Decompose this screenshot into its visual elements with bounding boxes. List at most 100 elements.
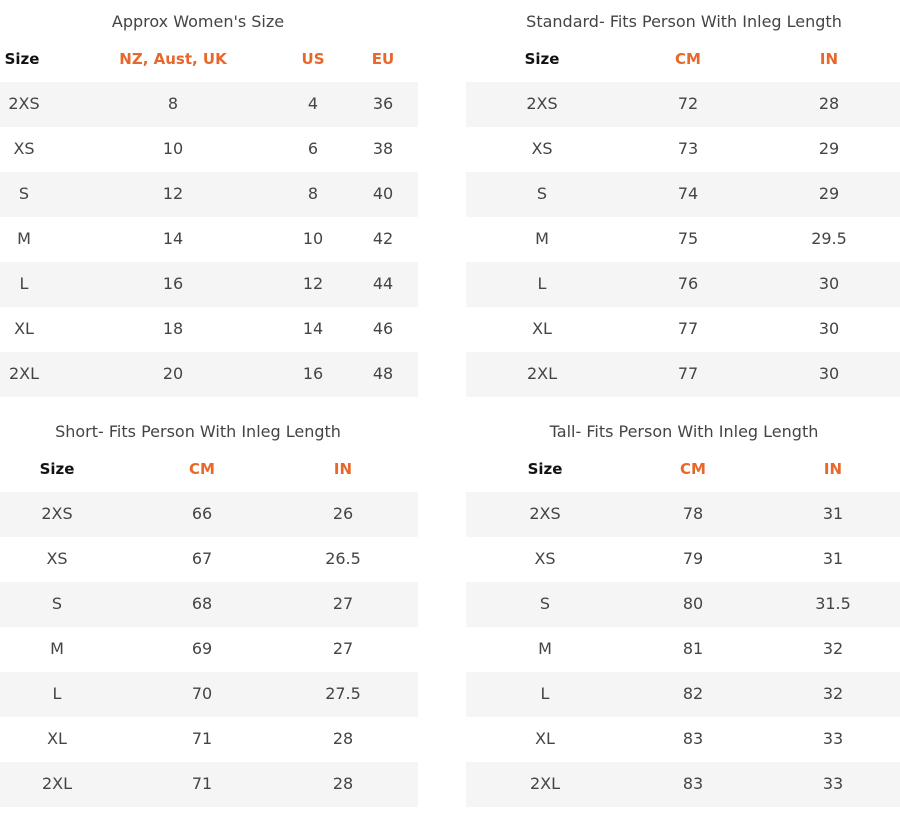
table-row: L 70 27.5 — [0, 672, 418, 717]
table-cell: 80 — [682, 594, 704, 613]
column-header: Size — [527, 460, 563, 478]
table-row: XS 79 31 — [466, 537, 900, 582]
table-row: L 16 12 44 — [0, 262, 418, 307]
table-cell: 67 — [191, 549, 213, 568]
table-cell: XL — [14, 319, 34, 338]
table-cell: 26 — [332, 504, 354, 523]
table-row: 2XS 72 28 — [466, 82, 900, 127]
table-cell: 69 — [191, 639, 213, 658]
table-cell: 2XS — [8, 94, 40, 113]
table-cell: S — [51, 594, 63, 613]
table-cell: 14 — [162, 229, 184, 248]
table-cell: 6 — [307, 139, 319, 158]
table-cell: 4 — [307, 94, 319, 113]
table-row: L 76 30 — [466, 262, 900, 307]
table-cell: 71 — [191, 729, 213, 748]
table-cell: 33 — [822, 774, 844, 793]
column-header: US — [301, 50, 325, 68]
column-header: CM — [675, 50, 701, 68]
table-cell: 44 — [372, 274, 394, 293]
table-row: M 81 32 — [466, 627, 900, 672]
table-cell: 83 — [682, 774, 704, 793]
table-cell: 82 — [682, 684, 704, 703]
table-cell: M — [538, 639, 552, 658]
table-cell: 46 — [372, 319, 394, 338]
table-cell: 10 — [162, 139, 184, 158]
table-row: XS 67 26.5 — [0, 537, 418, 582]
table-cell: 14 — [302, 319, 324, 338]
table-cell: 30 — [818, 319, 840, 338]
table-cell: 83 — [682, 729, 704, 748]
column-header: Size — [524, 50, 560, 68]
table-cell: 2XS — [41, 504, 73, 523]
table-cell: 70 — [191, 684, 213, 703]
table-row: L 82 32 — [466, 672, 900, 717]
table-cell: 31.5 — [815, 594, 851, 613]
table-cell: 76 — [677, 274, 699, 293]
table-cell: 27.5 — [325, 684, 361, 703]
table-cell: L — [537, 274, 547, 293]
table-cell: 42 — [372, 229, 394, 248]
table-cell: 2XS — [526, 94, 558, 113]
table-row: XS 73 29 — [466, 127, 900, 172]
table-title: Approx Women's Size — [111, 12, 285, 31]
table-cell: 71 — [191, 774, 213, 793]
table-cell: 12 — [302, 274, 324, 293]
table-cell: XS — [13, 139, 35, 158]
table-cell: 66 — [191, 504, 213, 523]
column-header: Size — [4, 50, 40, 68]
table-cell: XS — [531, 139, 553, 158]
table-cell: 29.5 — [811, 229, 847, 248]
column-header: CM — [680, 460, 706, 478]
table-cell: M — [50, 639, 64, 658]
table-cell: 28 — [818, 94, 840, 113]
column-header: NZ, Aust, UK — [119, 50, 227, 68]
table-cell: 8 — [167, 94, 179, 113]
table-cell: 30 — [818, 274, 840, 293]
table-title: Standard- Fits Person With Inleg Length — [526, 12, 842, 31]
table-row: 2XL 20 16 48 — [0, 352, 418, 397]
table-row: 2XL 71 28 — [0, 762, 418, 807]
table-cell: XL — [47, 729, 67, 748]
table-cell: 77 — [677, 319, 699, 338]
table-cell: 16 — [302, 364, 324, 383]
table-row: 2XL 83 33 — [466, 762, 900, 807]
table-row: 2XL 77 30 — [466, 352, 900, 397]
table-cell: 74 — [677, 184, 699, 203]
table-cell: 2XS — [529, 504, 561, 523]
table-cell: XS — [46, 549, 68, 568]
table-cell: 28 — [332, 729, 354, 748]
table-cell: 10 — [302, 229, 324, 248]
table-cell: 79 — [682, 549, 704, 568]
table-row: 2XS 66 26 — [0, 492, 418, 537]
table-cell: L — [540, 684, 550, 703]
table-cell: 8 — [307, 184, 319, 203]
table-cell: S — [539, 594, 551, 613]
table-cell: 26.5 — [325, 549, 361, 568]
table-cell: 18 — [162, 319, 184, 338]
table-row: M 14 10 42 — [0, 217, 418, 262]
table-cell: 78 — [682, 504, 704, 523]
table-row: 2XS 8 4 36 — [0, 82, 418, 127]
table-cell: 72 — [677, 94, 699, 113]
table-row: M 75 29.5 — [466, 217, 900, 262]
short-inleg-table: Short- Fits Person With Inleg Length Size… — [0, 410, 418, 810]
table-cell: 40 — [372, 184, 394, 203]
table-row: S 68 27 — [0, 582, 418, 627]
table-cell: 75 — [677, 229, 699, 248]
table-cell: 29 — [818, 184, 840, 203]
table-row: XL 18 14 46 — [0, 307, 418, 352]
table-cell: 77 — [677, 364, 699, 383]
table-cell: M — [535, 229, 549, 248]
table-cell: 81 — [682, 639, 704, 658]
table-cell: 31 — [822, 549, 844, 568]
column-header: IN — [823, 460, 843, 478]
table-row: XS 10 6 38 — [0, 127, 418, 172]
table-cell: 2XL — [529, 774, 561, 793]
column-header: IN — [333, 460, 353, 478]
table-cell: 27 — [332, 594, 354, 613]
column-header: CM — [189, 460, 215, 478]
table-cell: 20 — [162, 364, 184, 383]
table-cell: XL — [535, 729, 555, 748]
table-title: Tall- Fits Person With Inleg Length — [549, 422, 819, 441]
